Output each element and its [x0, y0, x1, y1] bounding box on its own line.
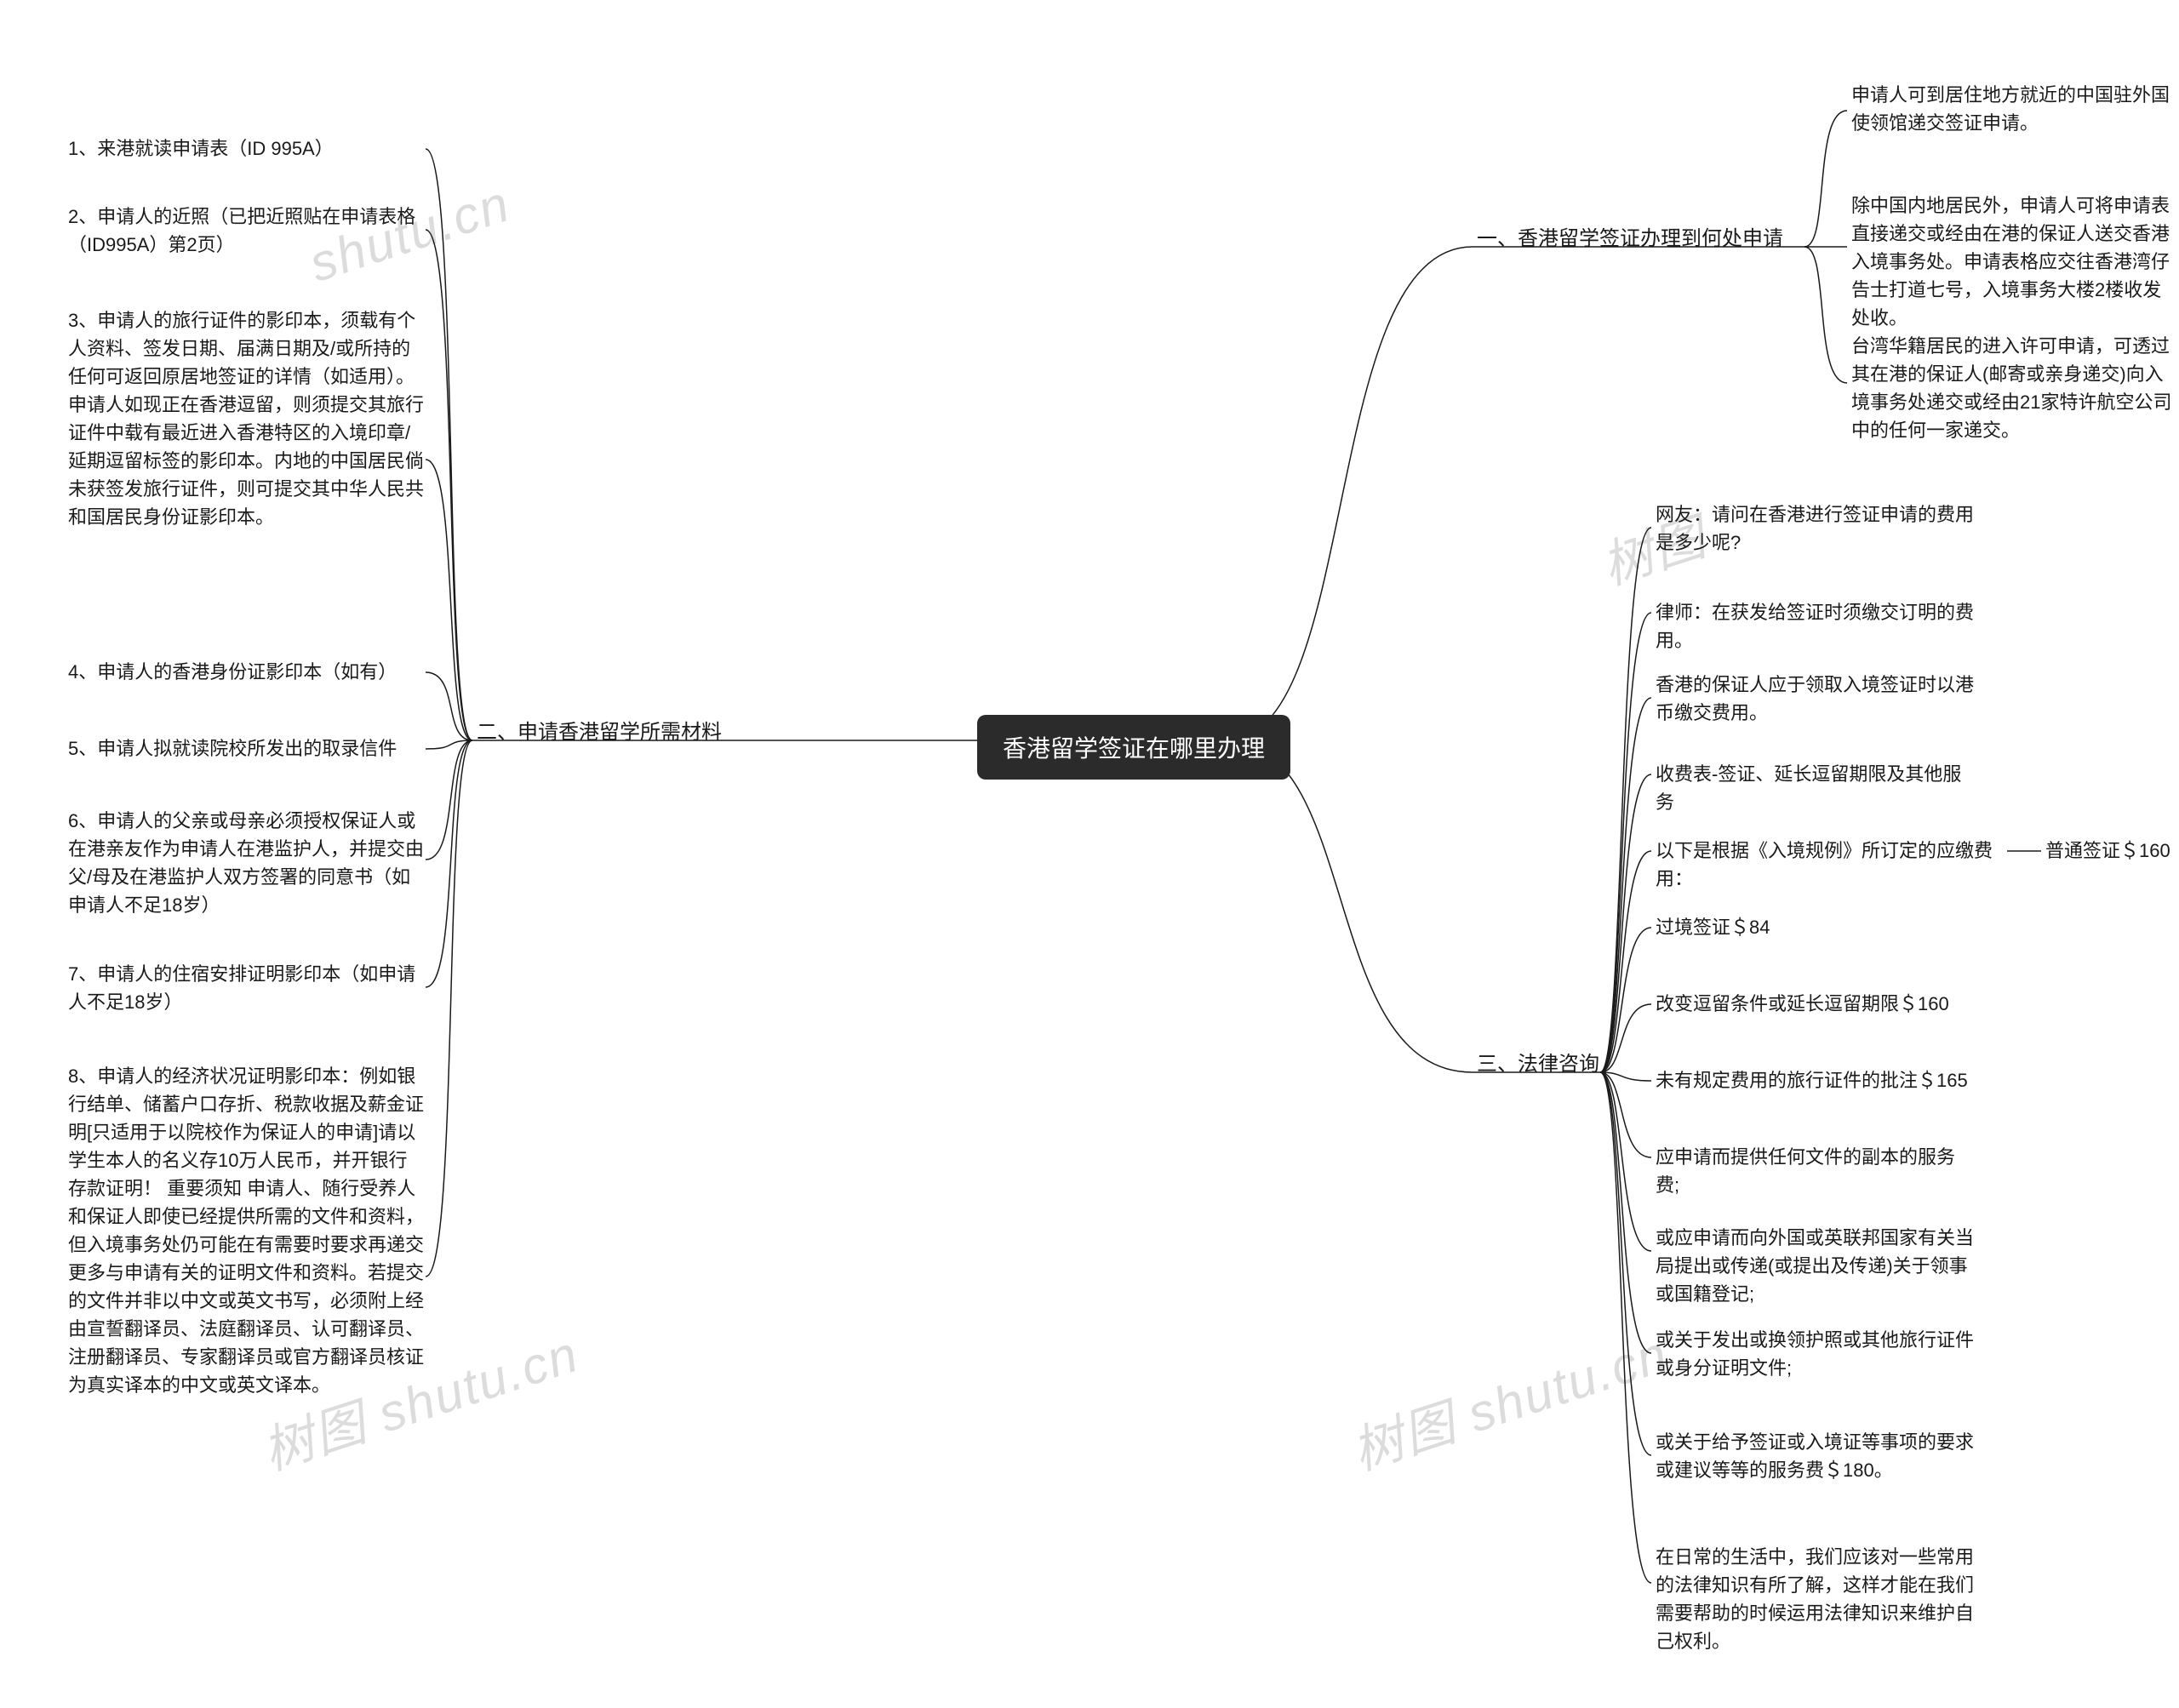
b3-item: 以下是根据《入境规例》所订定的应缴费用： — [1656, 837, 2013, 893]
b2-item: 4、申请人的香港身份证影印本（如有） — [68, 658, 426, 686]
b3-item: 收费表-签证、延长逗留期限及其他服务 — [1656, 760, 1979, 816]
b3-item: 或关于发出或换领护照或其他旅行证件或身分证明文件; — [1656, 1326, 1979, 1382]
b3-item: 在日常的生活中，我们应该对一些常用的法律知识有所了解，这样才能在我们需要帮助的时… — [1656, 1543, 1979, 1655]
center-node: 香港留学签证在哪里办理 — [977, 715, 1290, 780]
watermark: 树图 shutu.cn — [1341, 1313, 1677, 1485]
b3-sub: 普通签证＄160 — [2045, 837, 2170, 865]
b3-item: 网友：请问在香港进行签证申请的费用是多少呢? — [1656, 500, 1979, 557]
b1-item: 台湾华籍居民的进入许可申请，可透过其在港的保证人(邮寄或亲身递交)向入境事务处递… — [1851, 332, 2175, 444]
b2-item: 2、申请人的近照（已把近照贴在申请表格（ID995A）第2页） — [68, 203, 426, 259]
b3-item: 香港的保证人应于领取入境签证时以港币缴交费用。 — [1656, 671, 1979, 727]
b3-item: 过境签证＄84 — [1656, 913, 1770, 941]
b3-item: 改变逗留条件或延长逗留期限＄160 — [1656, 990, 1949, 1018]
b1-item: 申请人可到居住地方就近的中国驻外国使领馆递交签证申请。 — [1851, 81, 2175, 137]
b1-item: 除中国内地居民外，申请人可将申请表直接递交或经由在港的保证人送交香港入境事务处。… — [1851, 191, 2175, 332]
b3-item: 未有规定费用的旅行证件的批注＄165 — [1656, 1066, 1968, 1094]
b2-item: 3、申请人的旅行证件的影印本，须载有个人资料、签发日期、届满日期及/或所持的任何… — [68, 306, 426, 531]
b3-item: 律师：在获发给签证时须缴交订明的费用。 — [1656, 598, 1979, 654]
b3-item: 或关于给予签证或入境证等事项的要求或建议等等的服务费＄180。 — [1656, 1428, 1979, 1484]
b2-item: 8、申请人的经济状况证明影印本：例如银行结单、储蓄户口存折、税款收据及薪金证明[… — [68, 1062, 426, 1399]
branch-3-label: 三、法律咨询 — [1477, 1047, 1599, 1077]
b2-item: 6、申请人的父亲或母亲必须授权保证人或在港亲友作为申请人在港监护人，并提交由父/… — [68, 807, 426, 919]
branch-1-label: 一、香港留学签证办理到何处申请 — [1477, 221, 1783, 251]
b3-item: 或应申请而向外国或英联邦国家有关当局提出或传递(或提出及传递)关于领事或国籍登记… — [1656, 1224, 1979, 1308]
b2-item: 5、申请人拟就读院校所发出的取录信件 — [68, 734, 426, 763]
b2-item: 7、申请人的住宿安排证明影印本（如申请人不足18岁） — [68, 960, 426, 1016]
b3-item: 应申请而提供任何文件的副本的服务费; — [1656, 1143, 1979, 1199]
branch-2-label: 二、申请香港留学所需材料 — [477, 715, 722, 745]
b2-item: 1、来港就读申请表（ID 995A） — [68, 134, 426, 163]
